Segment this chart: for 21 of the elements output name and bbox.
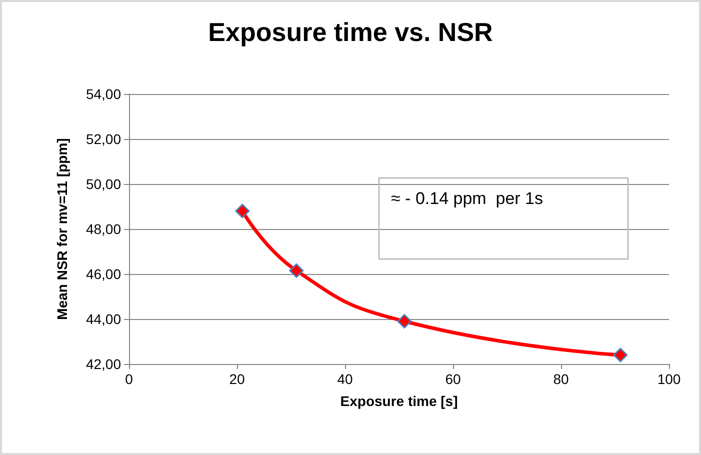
y-tick-label: 46,00 — [86, 266, 122, 282]
y-tick-label: 48,00 — [86, 221, 122, 237]
y-tick-label: 54,00 — [86, 86, 122, 102]
point — [235, 204, 250, 218]
y-tick-label: 42,00 — [86, 356, 122, 372]
annotation: ≈ - 0.14 ppm per 1s — [391, 189, 544, 208]
chart-title: Exposure time vs. NSR — [208, 17, 494, 47]
point — [397, 314, 412, 328]
y-tick-label: 52,00 — [86, 131, 122, 147]
y-axis-title: Mean NSR for mv=11 [ppm] — [54, 138, 70, 320]
x-tick-label: 100 — [657, 371, 681, 387]
x-tick-label: 60 — [445, 371, 461, 387]
x-tick-label: 40 — [337, 371, 353, 387]
point — [613, 348, 628, 362]
x-axis-title: Exposure time [s] — [340, 393, 458, 409]
x-tick-label: 20 — [229, 371, 245, 387]
y-tick-label: 50,00 — [86, 176, 122, 192]
y-tick-label: 44,00 — [86, 311, 122, 327]
x-tick-label: 80 — [553, 371, 569, 387]
x-tick-label: 0 — [125, 371, 134, 387]
point — [289, 263, 304, 278]
